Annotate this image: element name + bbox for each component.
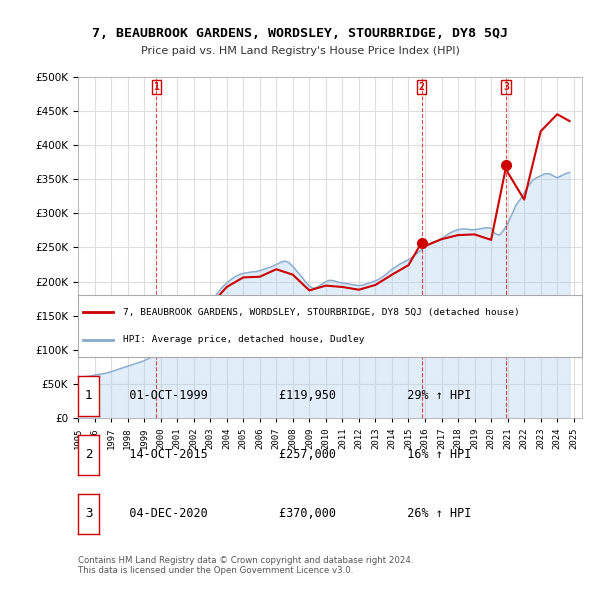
Text: 1: 1 — [85, 389, 92, 402]
Text: 2: 2 — [85, 448, 92, 461]
Text: 2: 2 — [419, 82, 424, 92]
Text: 14-OCT-2015          £257,000          16% ↑ HPI: 14-OCT-2015 £257,000 16% ↑ HPI — [108, 448, 472, 461]
Text: 7, BEAUBROOK GARDENS, WORDSLEY, STOURBRIDGE, DY8 5QJ (detached house): 7, BEAUBROOK GARDENS, WORDSLEY, STOURBRI… — [124, 308, 520, 317]
Text: 3: 3 — [503, 82, 509, 92]
Text: 1: 1 — [154, 82, 160, 92]
Text: Price paid vs. HM Land Registry's House Price Index (HPI): Price paid vs. HM Land Registry's House … — [140, 46, 460, 56]
Text: 7, BEAUBROOK GARDENS, WORDSLEY, STOURBRIDGE, DY8 5QJ: 7, BEAUBROOK GARDENS, WORDSLEY, STOURBRI… — [92, 27, 508, 40]
Text: Contains HM Land Registry data © Crown copyright and database right 2024.
This d: Contains HM Land Registry data © Crown c… — [78, 556, 413, 575]
Text: 01-OCT-1999          £119,950          29% ↑ HPI: 01-OCT-1999 £119,950 29% ↑ HPI — [108, 389, 472, 402]
Text: 3: 3 — [85, 507, 92, 520]
Text: HPI: Average price, detached house, Dudley: HPI: Average price, detached house, Dudl… — [124, 335, 365, 344]
Text: 04-DEC-2020          £370,000          26% ↑ HPI: 04-DEC-2020 £370,000 26% ↑ HPI — [108, 507, 472, 520]
